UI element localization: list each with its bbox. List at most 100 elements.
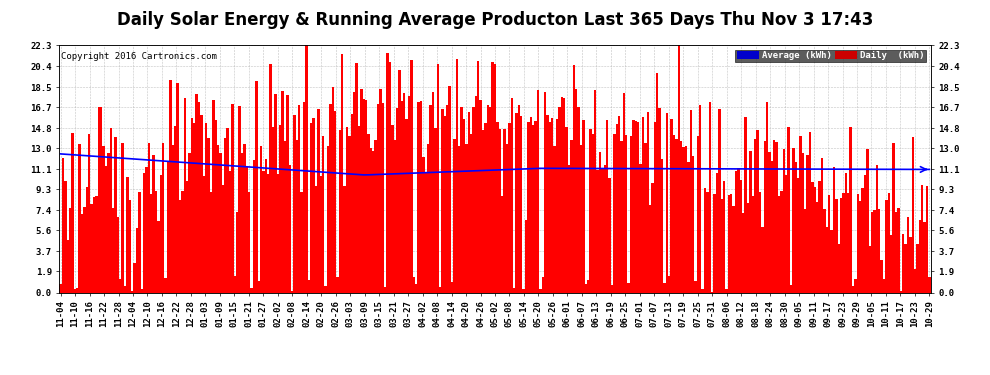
Bar: [637, 122, 640, 292]
Bar: [661, 159, 663, 292]
Text: Daily Solar Energy & Running Average Producton Last 365 Days Thu Nov 3 17:43: Daily Solar Energy & Running Average Pro…: [117, 11, 873, 29]
Bar: [917, 244, 919, 292]
Bar: [532, 124, 535, 292]
Bar: [773, 140, 775, 292]
Bar: [98, 107, 100, 292]
Bar: [824, 209, 826, 292]
Bar: [555, 119, 558, 292]
Bar: [166, 161, 169, 292]
Bar: [721, 199, 723, 292]
Bar: [775, 142, 778, 292]
Bar: [252, 160, 255, 292]
Bar: [847, 193, 849, 292]
Bar: [191, 118, 193, 292]
Bar: [575, 89, 577, 292]
Bar: [59, 284, 61, 292]
Bar: [888, 194, 890, 292]
Bar: [907, 217, 909, 292]
Bar: [460, 107, 462, 292]
Bar: [763, 141, 766, 292]
Bar: [286, 95, 288, 292]
Bar: [465, 144, 467, 292]
Bar: [303, 102, 305, 292]
Bar: [64, 181, 66, 292]
Bar: [71, 133, 73, 292]
Bar: [487, 105, 489, 292]
Bar: [224, 138, 227, 292]
Bar: [154, 190, 157, 292]
Bar: [264, 159, 267, 292]
Bar: [640, 164, 642, 292]
Bar: [276, 174, 279, 292]
Bar: [346, 128, 348, 292]
Bar: [599, 152, 601, 292]
Bar: [766, 102, 768, 292]
Bar: [792, 147, 795, 292]
Bar: [670, 119, 673, 292]
Bar: [241, 153, 244, 292]
Bar: [90, 204, 93, 292]
Bar: [475, 96, 477, 292]
Bar: [78, 144, 81, 292]
Bar: [842, 194, 844, 292]
Bar: [69, 208, 71, 292]
Bar: [611, 285, 613, 292]
Bar: [446, 105, 448, 292]
Bar: [379, 88, 381, 292]
Bar: [572, 65, 575, 292]
Bar: [548, 122, 551, 292]
Bar: [594, 90, 596, 292]
Bar: [646, 112, 649, 292]
Bar: [246, 167, 248, 292]
Bar: [439, 287, 442, 292]
Bar: [139, 192, 141, 292]
Bar: [851, 286, 854, 292]
Bar: [117, 217, 119, 292]
Bar: [274, 94, 276, 292]
Bar: [374, 140, 377, 292]
Bar: [613, 134, 616, 292]
Bar: [129, 200, 131, 292]
Bar: [76, 288, 78, 292]
Bar: [873, 210, 876, 292]
Bar: [332, 87, 334, 292]
Bar: [508, 123, 511, 292]
Bar: [329, 104, 332, 292]
Bar: [663, 283, 665, 292]
Bar: [394, 140, 396, 292]
Bar: [816, 202, 819, 292]
Bar: [267, 174, 269, 292]
Bar: [413, 277, 415, 292]
Bar: [635, 121, 637, 292]
Bar: [176, 83, 179, 292]
Bar: [479, 100, 482, 292]
Bar: [665, 112, 668, 292]
Bar: [408, 96, 410, 292]
Bar: [162, 142, 164, 292]
Bar: [81, 214, 83, 292]
Bar: [305, 45, 308, 292]
Bar: [902, 234, 904, 292]
Bar: [912, 137, 914, 292]
Bar: [795, 162, 797, 292]
Bar: [746, 204, 749, 292]
Bar: [462, 119, 465, 292]
Bar: [580, 145, 582, 292]
Bar: [291, 291, 293, 292]
Bar: [499, 129, 501, 292]
Bar: [754, 139, 756, 292]
Bar: [811, 183, 814, 292]
Bar: [735, 171, 738, 292]
Bar: [821, 158, 824, 292]
Bar: [143, 173, 146, 292]
Bar: [212, 100, 215, 292]
Bar: [880, 261, 883, 292]
Bar: [444, 116, 446, 292]
Bar: [570, 140, 572, 292]
Bar: [482, 130, 484, 292]
Bar: [391, 124, 394, 292]
Bar: [337, 277, 339, 292]
Bar: [119, 279, 122, 292]
Bar: [203, 176, 205, 292]
Bar: [609, 178, 611, 292]
